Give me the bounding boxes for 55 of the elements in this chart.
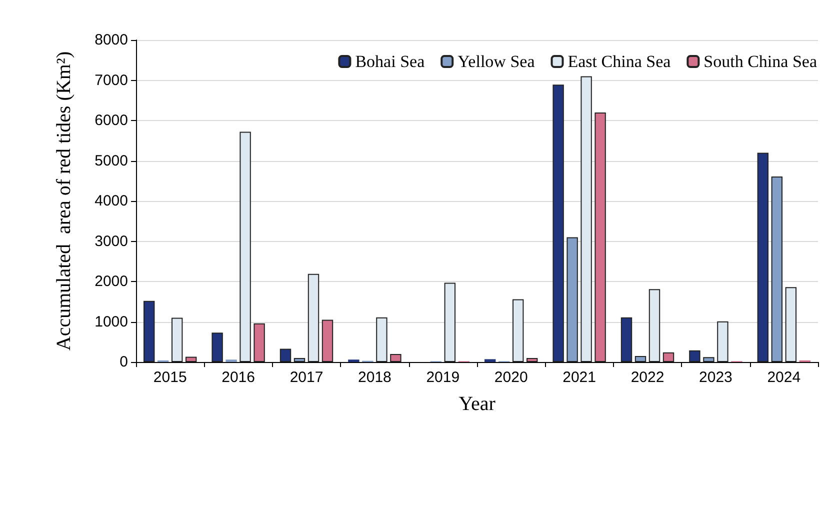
legend-label: Yellow Sea xyxy=(458,52,536,71)
x-tick-label: 2018 xyxy=(358,369,392,386)
bar xyxy=(390,354,402,362)
x-tick-label: 2016 xyxy=(222,369,255,386)
bar xyxy=(757,152,768,362)
x-tick-label: 2022 xyxy=(630,369,664,386)
bar xyxy=(376,317,388,362)
x-tick-label: 2015 xyxy=(153,369,187,386)
bar xyxy=(566,237,578,362)
bar xyxy=(144,300,155,362)
bar xyxy=(212,332,223,362)
bar xyxy=(308,274,320,362)
bar xyxy=(552,84,564,362)
y-tick-label: 1000 xyxy=(94,313,128,330)
bar xyxy=(186,356,197,362)
bar xyxy=(771,176,782,362)
bar xyxy=(703,357,714,362)
bar xyxy=(526,358,538,362)
bar xyxy=(785,287,796,362)
bar xyxy=(580,76,592,362)
y-tick-label: 2000 xyxy=(94,273,128,290)
bar xyxy=(662,352,674,362)
bar xyxy=(594,112,606,362)
x-tick-label: 2024 xyxy=(767,369,801,386)
legend-label: East China Sea xyxy=(568,52,672,71)
x-tick-label: 2017 xyxy=(290,369,324,386)
y-tick-label: 7000 xyxy=(94,72,128,89)
bar xyxy=(280,348,292,362)
legend-label: South China Sea xyxy=(704,52,818,71)
bar xyxy=(240,132,251,362)
y-tick-label: 4000 xyxy=(94,192,128,210)
bar xyxy=(717,321,728,362)
y-tick-label: 5000 xyxy=(94,152,128,170)
y-tick-label: 8000 xyxy=(94,32,128,48)
bar xyxy=(172,318,183,362)
bar xyxy=(322,320,334,362)
y-tick-label: 0 xyxy=(120,354,128,370)
bar xyxy=(444,282,456,362)
x-axis-title: Year xyxy=(458,393,496,415)
bar xyxy=(648,289,660,362)
bar xyxy=(512,299,524,362)
bar xyxy=(294,358,306,362)
x-tick-label: 2023 xyxy=(699,369,732,386)
bar xyxy=(620,317,632,362)
y-tick-label: 3000 xyxy=(94,232,128,250)
x-tick-label: 2020 xyxy=(494,369,528,386)
y-axis-title: Accumulated area of red tides (Km²) xyxy=(53,51,75,351)
legend-label: Bohai Sea xyxy=(355,52,426,71)
y-tick-label: 6000 xyxy=(94,112,128,129)
x-tick-label: 2019 xyxy=(426,369,460,386)
x-tick-label: 2021 xyxy=(562,369,596,386)
bar xyxy=(254,323,265,362)
bar xyxy=(689,350,700,362)
bar xyxy=(634,356,646,362)
bar xyxy=(484,359,496,362)
